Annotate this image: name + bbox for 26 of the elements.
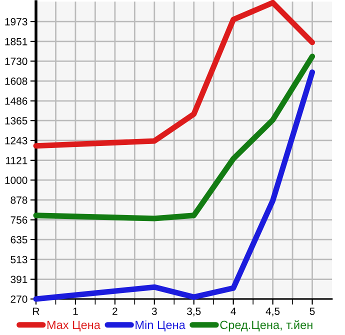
y-tick-label: 270 (10, 296, 28, 303)
x-tick-label: 5 (310, 308, 315, 315)
y-tick-label: 1365 (5, 117, 28, 124)
y-tick-label: 878 (10, 196, 28, 204)
x-tick-label: R (33, 308, 40, 315)
y-tick-label: 1121 (6, 156, 28, 164)
y-tick-label: 1730 (5, 58, 28, 66)
y-tick-label: 756 (10, 216, 28, 224)
y-tick-label: 1608 (5, 78, 28, 85)
x-tick-label: 3 (152, 308, 157, 315)
x-tick-label: 3,5 (187, 308, 201, 316)
y-tick-label: 1486 (5, 97, 28, 105)
x-tick-label: 4,5 (266, 308, 280, 316)
x-tick-label: 1 (73, 308, 78, 315)
y-tick-label: 1000 (5, 176, 28, 184)
legend-label: Min Цена (136, 320, 186, 332)
y-tick-label: 1973 (5, 18, 28, 26)
x-tick-label: 2 (112, 308, 118, 315)
y-tick-label: 1851 (5, 38, 28, 46)
y-tick-label: 391 (10, 276, 28, 284)
y-tick-label: 635 (10, 236, 28, 244)
y-tick-label: 513 (10, 256, 28, 264)
x-tick-label: 4 (230, 308, 236, 315)
legend-label: Max Цена (47, 320, 100, 332)
legend-label: Сред.Цена, т.йен (220, 320, 312, 332)
y-tick-label: 1243 (5, 136, 28, 144)
